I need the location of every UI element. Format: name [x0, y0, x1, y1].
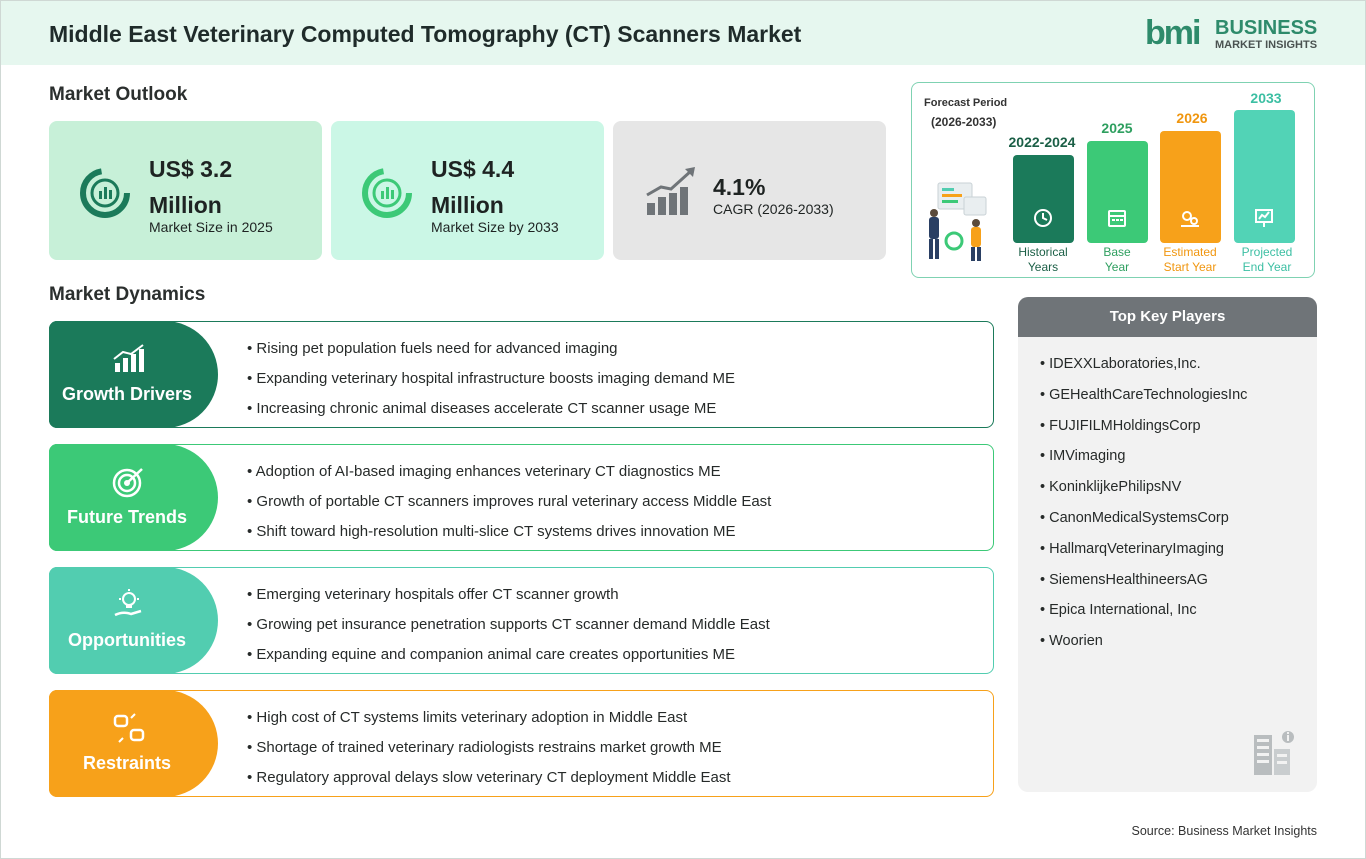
dynamics-label: Opportunities [68, 630, 186, 650]
forecast-label-historical: Historical Years [1004, 245, 1082, 275]
forecast-range: (2026-2033) [931, 115, 997, 129]
page-title: Middle East Veterinary Computed Tomograp… [49, 21, 802, 47]
kpi-value: US$ 3.2 Million [149, 156, 233, 218]
dynamics-pill: Restraints [49, 690, 218, 797]
source-note: Source: Business Market Insights [1131, 824, 1318, 838]
building-icon [1254, 731, 1294, 775]
dynamics-block-opportunities: Opportunities Emerging veterinary hospit… [49, 567, 994, 674]
list-item: Growing pet insurance penetration suppor… [247, 615, 769, 645]
logo-line2: MARKET INSIGHTS [1215, 39, 1318, 51]
forecast-title: Forecast Period [924, 97, 1008, 109]
kpi-label: Market Size by 2033 [431, 219, 559, 235]
forecast-label-line2: End Year [1242, 260, 1292, 274]
list-item: Rising pet population fuels need for adv… [247, 339, 735, 369]
list-item: IDEXXLaboratories,Inc. [1040, 354, 1247, 385]
forecast-label-line1: Base [1103, 245, 1131, 259]
list-item: Epica International, Inc [1040, 600, 1247, 631]
forecast-bar-estimated [1160, 131, 1221, 243]
forecast-year-historical: 2022-2024 [1008, 134, 1076, 150]
gears-icon [1181, 211, 1199, 227]
dynamics-label: Future Trends [66, 507, 187, 527]
forecast-bar-projected [1234, 110, 1295, 243]
dynamics-pill: Future Trends [49, 444, 218, 551]
forecast-label-line1: Historical [1018, 245, 1068, 259]
market-outlook-heading: Market Outlook [49, 84, 188, 105]
header-bar: Middle East Veterinary Computed Tomograp… [1, 1, 1365, 65]
dynamics-list: Adoption of AI-based imaging enhances ve… [247, 462, 772, 552]
list-item: FUJIFILMHoldingsCorp [1040, 416, 1247, 447]
donut-chart-icon [362, 168, 412, 218]
forecast-year-base: 2025 [1101, 120, 1133, 136]
kpi-card-market-size-2033: US$ 4.4 Million Market Size by 2033 [331, 121, 604, 260]
list-item: Adoption of AI-based imaging enhances ve… [247, 462, 771, 492]
analysts-illustration [929, 182, 987, 261]
list-item: CanonMedicalSystemsCorp [1040, 508, 1247, 539]
dynamics-list: Rising pet population fuels need for adv… [247, 339, 735, 429]
forecast-label-estimated: Estimated Start Year [1149, 245, 1231, 275]
logo-line1: BUSINESS [1215, 17, 1318, 39]
list-item: Expanding equine and companion animal ca… [247, 645, 770, 675]
dynamics-block-restraints: Restraints High cost of CT systems limit… [49, 690, 994, 797]
dynamics-block-future-trends: Future Trends Adoption of AI-based imagi… [49, 444, 994, 551]
forecast-bar-historical [1013, 155, 1074, 243]
list-item: Emerging veterinary hospitals offer CT s… [247, 585, 770, 615]
forecast-label-line2: Start Year [1163, 260, 1217, 274]
list-item: High cost of CT systems limits veterinar… [247, 708, 731, 738]
broken-link-icon [113, 713, 145, 743]
kpi-card-market-size-2025: US$ 3.2 Million Market Size in 2025 [49, 121, 322, 260]
list-item: SiemensHealthineersAG [1040, 570, 1247, 601]
calendar-icon [1108, 210, 1126, 227]
target-icon [112, 468, 143, 498]
presentation-icon [1255, 209, 1273, 227]
brand-logo: bmi BUSINESS MARKET INSIGHTS [1145, 15, 1325, 55]
forecast-label-line2: Years [1027, 260, 1059, 274]
forecast-period-panel: Forecast Period (2026-2033) 2022-2024 Hi… [911, 82, 1315, 278]
key-players-list: IDEXXLaboratories,Inc. GEHealthCareTechn… [1040, 354, 1247, 662]
lightbulb-hand-icon [114, 589, 142, 617]
list-item: Increasing chronic animal diseases accel… [247, 399, 735, 429]
kpi-label: Market Size in 2025 [149, 219, 273, 235]
kpi-label: CAGR (2026-2033) [713, 201, 834, 217]
list-item: Shortage of trained veterinary radiologi… [247, 738, 731, 768]
growth-bars-icon [646, 167, 695, 215]
key-players-panel: Top Key Players IDEXXLaboratories,Inc. G… [1018, 297, 1317, 792]
kpi-value: US$ 4.4 Million [431, 156, 515, 218]
list-item: IMVimaging [1040, 446, 1247, 477]
market-dynamics-heading: Market Dynamics [49, 284, 206, 305]
dynamics-pill: Opportunities [49, 567, 218, 674]
forecast-year-projected: 2033 [1250, 90, 1282, 106]
forecast-year-estimated: 2026 [1176, 110, 1208, 126]
list-item: Regulatory approval delays slow veterina… [247, 768, 730, 798]
forecast-label-line2: Year [1104, 260, 1130, 274]
dynamics-list: Emerging veterinary hospitals offer CT s… [247, 585, 770, 675]
dynamics-block-growth-drivers: Growth Drivers Rising pet population fue… [49, 321, 994, 428]
forecast-label-line1: Projected [1241, 245, 1293, 259]
key-players-heading: Top Key Players [1018, 297, 1317, 337]
kpi-card-cagr: 4.1% CAGR (2026-2033) [613, 121, 886, 260]
list-item: Shift toward high-resolution multi-slice… [247, 522, 771, 552]
donut-chart-icon [80, 168, 130, 218]
dynamics-label: Growth Drivers [61, 384, 193, 404]
logo-mark: bmi [1145, 14, 1201, 52]
forecast-label-line1: Estimated [1163, 245, 1217, 259]
dynamics-label: Restraints [82, 753, 172, 773]
growth-chart-icon [113, 344, 144, 372]
dynamics-list: High cost of CT systems limits veterinar… [247, 708, 731, 798]
list-item: HallmarqVeterinaryImaging [1040, 539, 1247, 570]
dynamics-pill: Growth Drivers [49, 321, 218, 428]
forecast-bar-base [1087, 141, 1148, 243]
list-item: KoninklijkePhilipsNV [1040, 477, 1247, 508]
kpi-value: 4.1% [713, 174, 766, 200]
list-item: GEHealthCareTechnologiesInc [1040, 385, 1247, 416]
list-item: Growth of portable CT scanners improves … [247, 492, 771, 522]
forecast-label-projected: Projected End Year [1226, 245, 1308, 275]
forecast-label-base: Base Year [1078, 245, 1156, 275]
list-item: Woorien [1040, 631, 1247, 662]
list-item: Expanding veterinary hospital infrastruc… [247, 369, 735, 399]
history-icon [1034, 209, 1052, 227]
